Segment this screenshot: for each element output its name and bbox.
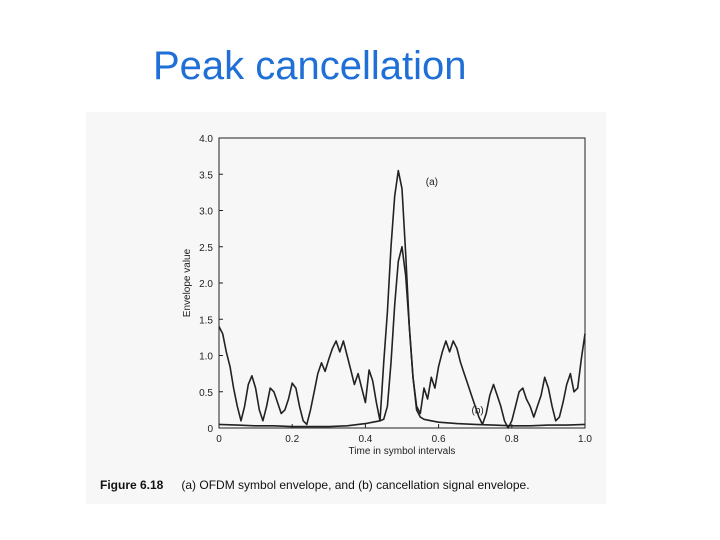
slide-title: Peak cancellation (153, 44, 467, 88)
x-tick-label: 1.0 (578, 434, 592, 445)
x-tick-label: 0.8 (505, 434, 519, 445)
series-annotations: (a) (b) (426, 177, 484, 416)
y-tick-label: 3.5 (199, 170, 213, 181)
y-tick-label: 2.0 (199, 279, 213, 290)
y-tick-label: 1.5 (199, 315, 213, 326)
x-tick-label: 0 (216, 434, 222, 445)
x-tick-label: 0.4 (358, 434, 372, 445)
annotation-label: (b) (472, 406, 484, 417)
y-tick-label: 3.0 (199, 207, 213, 218)
series-lines (218, 169, 586, 429)
figure-caption: Figure 6.18 (a) OFDM symbol envelope, and… (100, 478, 530, 492)
x-tick-label: 0.6 (432, 434, 446, 445)
series-line-a (218, 169, 586, 429)
y-tick-label: 0.5 (199, 388, 213, 399)
y-tick-label: 1.0 (199, 352, 213, 363)
y-tick-label: 4.0 (199, 134, 213, 145)
annotation-label: (a) (426, 177, 438, 188)
plot-frame (218, 137, 586, 429)
series-line-b (218, 246, 586, 428)
caption-text: (a) OFDM symbol envelope, and (b) cancel… (181, 478, 530, 492)
x-axis-label: Time in symbol intervals (349, 446, 456, 457)
figure-number: Figure 6.18 (100, 478, 164, 492)
x-tick-label: 0.2 (285, 434, 299, 445)
axis-ticks: 0 0.2 0.4 0.6 0.8 1.0 0 0.5 1.0 1.5 2.0 2.5 3.0 3.5 4.… (199, 134, 592, 445)
y-axis-label: Envelope value (182, 248, 193, 317)
figure-scan: 0 0.2 0.4 0.6 0.8 1.0 0 0.5 1.0 1.5 2.0 2.5 3.0 3.5 4.… (86, 112, 606, 504)
y-tick-label: 2.5 (199, 243, 213, 254)
envelope-chart: 0 0.2 0.4 0.6 0.8 1.0 0 0.5 1.0 1.5 2.0 2.5 3.0 3.5 4.… (182, 134, 592, 457)
y-tick-label: 0 (207, 424, 213, 435)
